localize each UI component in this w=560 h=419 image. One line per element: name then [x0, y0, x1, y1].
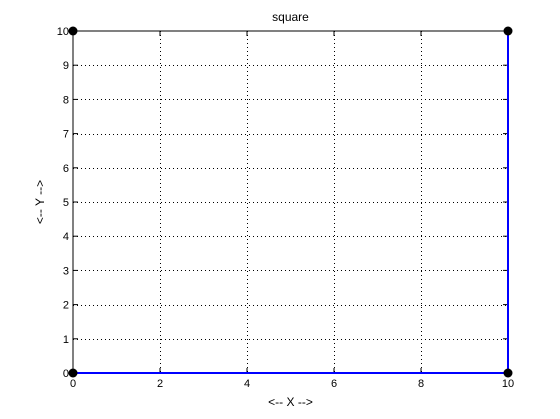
data-point-marker — [68, 26, 78, 36]
data-point-marker — [503, 26, 513, 36]
x-tick-label: 2 — [157, 378, 163, 390]
y-tick-label: 1 — [63, 334, 69, 346]
x-tick-label: 6 — [331, 378, 337, 390]
y-tick-label: 0 — [63, 368, 69, 380]
y-tick-label: 8 — [63, 94, 69, 106]
y-tick-label: 5 — [63, 197, 69, 209]
y-tick-label: 3 — [63, 265, 69, 277]
y-tick-labels: 0 1 2 3 4 5 6 7 8 9 10 — [57, 26, 69, 380]
chart-title: square — [272, 10, 309, 24]
data-point-marker — [68, 368, 78, 378]
x-axis-label: <-- X --> — [268, 395, 313, 409]
x-tick-label: 0 — [70, 378, 76, 390]
y-axis-label: <-- Y --> — [33, 180, 47, 224]
marker-layer — [68, 26, 513, 378]
y-tick-label: 9 — [63, 60, 69, 72]
x-tick-labels: 0 2 4 6 8 10 — [70, 378, 514, 390]
y-tick-label: 6 — [63, 163, 69, 175]
grid-lines — [73, 31, 508, 373]
y-tick-label: 7 — [63, 129, 69, 141]
y-tick-label: 4 — [63, 231, 69, 243]
x-tick-label: 4 — [244, 378, 250, 390]
plot-area — [73, 31, 508, 373]
y-tick-label: 2 — [63, 300, 69, 312]
x-tick-label: 10 — [502, 378, 514, 390]
y-tick-label: 10 — [57, 26, 69, 38]
x-tick-label: 8 — [418, 378, 424, 390]
data-point-marker — [503, 368, 513, 378]
